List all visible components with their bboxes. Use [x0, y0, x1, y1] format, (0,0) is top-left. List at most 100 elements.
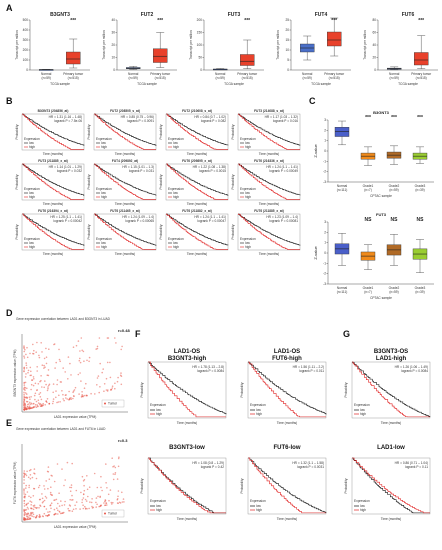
scatter-point — [79, 361, 82, 364]
km-curve-high — [248, 457, 326, 514]
km-curve-high — [248, 361, 326, 418]
scatter-point — [30, 501, 33, 503]
km-xlabel: Time (months) — [187, 152, 207, 156]
scatter-point — [39, 396, 42, 398]
scatter-point — [46, 398, 49, 400]
scatter-point — [57, 401, 60, 403]
scatter-point — [27, 369, 30, 372]
scatter-point — [106, 337, 109, 339]
scatter-point — [31, 515, 33, 517]
scatter-point — [108, 499, 110, 502]
panel-c-cptac-boxplots: B3GNT33210-1-2-3Z-valueNormal(n=111)***G… — [313, 110, 434, 300]
group-label-line: Grade1 — [363, 286, 374, 290]
scatter-point — [30, 396, 32, 398]
significance: *** — [418, 18, 424, 24]
plot-frame — [247, 361, 327, 419]
scatter-point — [114, 382, 116, 385]
x-axis-label: LAD1 expression value (TPM) — [54, 415, 97, 419]
y-tick-label: 0 — [200, 68, 202, 72]
y-tick-label: 0 — [26, 68, 28, 72]
scatter-point — [33, 349, 35, 352]
x-label-tumor-n: (n=515) — [416, 76, 427, 80]
scatter-point — [51, 494, 53, 497]
y-tick-label: 100 — [23, 58, 29, 62]
km-plot-10: FUT6 (211882_x_at) HR = 1.24 (1.1 – 1.41)… — [159, 209, 229, 256]
km-ylabel: Probability — [344, 478, 348, 493]
km-title: FUT6 (209895_x_at) — [182, 159, 212, 163]
scatter-point — [54, 367, 56, 369]
km-title: FUT6-low — [274, 445, 301, 451]
km-curve-low — [166, 213, 229, 246]
km-curve-low — [166, 163, 229, 196]
scatter-point — [24, 473, 26, 476]
scatter-point — [79, 508, 81, 510]
scatter-point — [56, 383, 58, 386]
km-curve-high — [148, 361, 226, 418]
scatter-point — [112, 478, 115, 481]
scatter-point — [28, 396, 31, 399]
scatter-point — [42, 500, 45, 503]
km-legend-title: Expression — [24, 187, 40, 191]
scatter-point — [82, 497, 85, 499]
km-legend-high: high — [29, 245, 35, 249]
scatter-point — [59, 381, 62, 383]
km-plot-8: FUT6 (216394_x_at) HR = 1.25 (1.1 – 1.41)… — [15, 209, 85, 256]
scatter-point — [47, 387, 49, 390]
km-legend-low: low — [360, 504, 365, 508]
km-xlabel: Time (months) — [259, 152, 279, 156]
km-title: FUT2 (210608_s_at) — [182, 109, 212, 113]
scatter-point — [66, 398, 68, 400]
scatter-point — [70, 398, 72, 401]
scatter-point — [79, 357, 81, 360]
scatter-point — [99, 386, 101, 388]
scatter-point — [28, 469, 31, 472]
y-axis-label: Transcript per million — [363, 30, 367, 60]
km-pvalue: logrank P = 0.016 — [273, 119, 298, 123]
scatter-point — [23, 355, 25, 358]
scatter-point — [56, 507, 58, 510]
y-tick-label: -1 — [323, 261, 326, 265]
km-legend-low: low — [173, 141, 178, 145]
scatter-point — [72, 508, 75, 511]
scatter-title: Gene expression correlation between LAD1… — [16, 427, 106, 431]
scatter-point — [82, 507, 85, 510]
km-xlabel: Time (months) — [177, 421, 197, 425]
km-xlabel: Time (months) — [259, 252, 279, 256]
km-legend-high: high — [256, 412, 262, 416]
scatter-point — [52, 383, 55, 385]
scatter-point — [26, 516, 29, 518]
km-plot-11: FUT6 (211885_x_at) HR = 1.23 (1.09 – 1.4)… — [231, 209, 301, 256]
scatter-point — [26, 491, 29, 493]
km-legend-high: high — [245, 195, 251, 199]
scatter-point — [26, 387, 28, 390]
scatter-point — [23, 402, 25, 404]
significance: NS — [417, 217, 425, 223]
scatter-point — [24, 512, 27, 514]
x-axis-label: TCGA sample — [50, 82, 70, 86]
scatter-point — [43, 505, 45, 508]
x-axis-label: TCGA sample — [398, 82, 418, 86]
scatter-point — [45, 480, 47, 482]
panel-label-d: D — [6, 308, 13, 318]
scatter-point — [23, 346, 25, 349]
chart-title: FUT3 — [228, 12, 241, 18]
scatter-point — [115, 342, 117, 344]
y-tick-label: 150 — [197, 31, 203, 35]
km-title: FUT4 (209892_at) — [112, 159, 138, 163]
scatter-point — [38, 484, 41, 487]
significance: *** — [331, 18, 337, 24]
significance: *** — [417, 115, 423, 121]
scatter-point — [106, 361, 109, 364]
scatter-point — [24, 392, 27, 394]
scatter-point — [32, 508, 35, 511]
significance: NS — [365, 217, 373, 223]
scatter-point — [23, 398, 25, 401]
plot-frame — [237, 213, 301, 251]
y-tick-label: 25 — [285, 18, 289, 22]
scatter-point — [44, 404, 46, 406]
km-curve-low — [238, 213, 301, 246]
scatter-point — [35, 477, 38, 480]
scatter-point — [40, 375, 42, 377]
scatter-point — [25, 484, 28, 487]
y-tick-label: 20 — [372, 56, 376, 60]
